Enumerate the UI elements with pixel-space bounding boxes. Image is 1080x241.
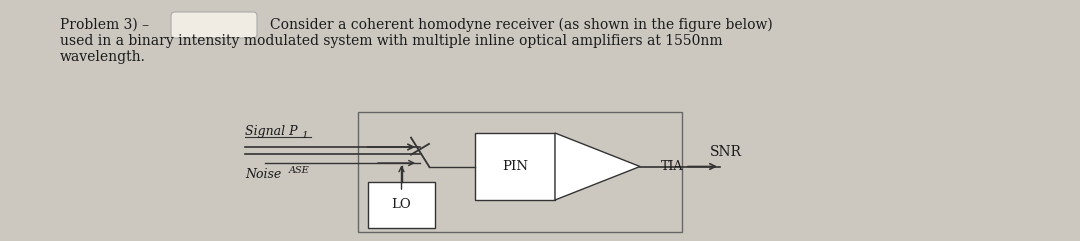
Bar bbox=[475, 133, 555, 200]
Text: TIA: TIA bbox=[661, 160, 683, 173]
Text: 1: 1 bbox=[301, 131, 308, 140]
Text: SNR: SNR bbox=[710, 145, 742, 159]
Text: Noise: Noise bbox=[245, 168, 285, 181]
Bar bbox=[357, 112, 681, 232]
Bar bbox=[368, 182, 435, 228]
Text: ASE: ASE bbox=[289, 166, 310, 175]
Polygon shape bbox=[555, 133, 640, 200]
Text: Consider a coherent homodyne receiver (as shown in the figure below): Consider a coherent homodyne receiver (a… bbox=[270, 18, 773, 32]
Text: Problem 3) –: Problem 3) – bbox=[60, 18, 149, 32]
Text: wavelength.: wavelength. bbox=[60, 50, 146, 64]
Text: Signal P: Signal P bbox=[245, 125, 297, 138]
Text: LO: LO bbox=[392, 199, 411, 212]
Text: PIN: PIN bbox=[502, 160, 528, 173]
Text: used in a binary intensity modulated system with multiple inline optical amplifi: used in a binary intensity modulated sys… bbox=[60, 34, 723, 48]
FancyBboxPatch shape bbox=[171, 12, 257, 38]
